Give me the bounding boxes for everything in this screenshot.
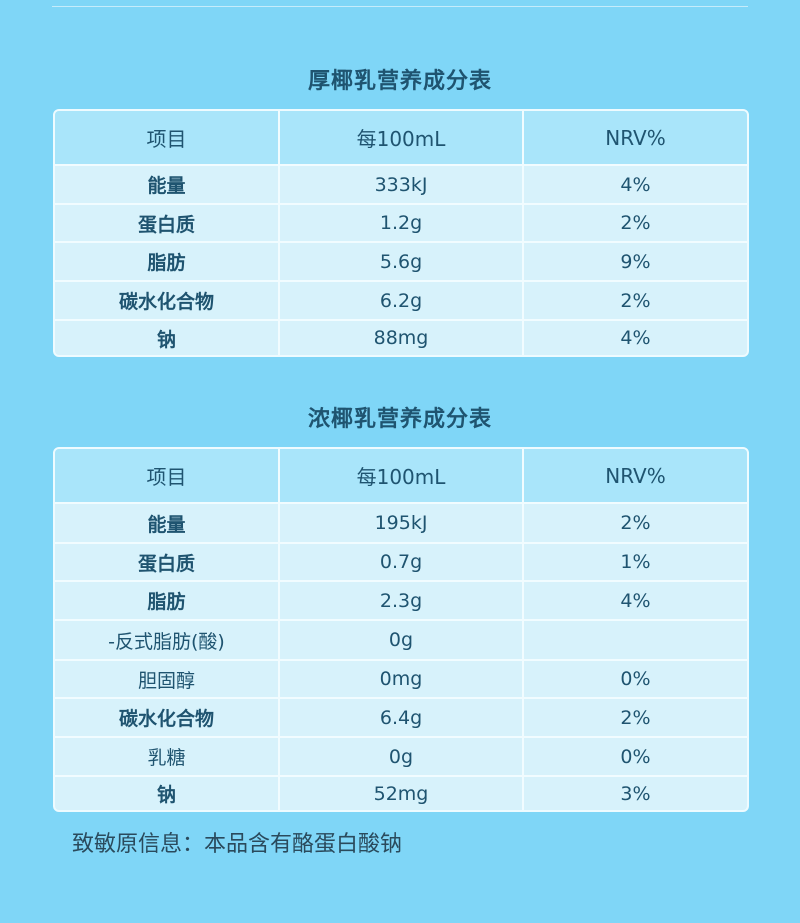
nutrition-table-1: 项目 每100mL NRV% 能量 333kJ 4% 蛋白质 1.2g 2% 脂…	[53, 109, 749, 357]
row-item: 乳糖	[55, 738, 280, 775]
header-item: 项目	[55, 449, 280, 502]
row-nrv: 4%	[620, 589, 651, 612]
row-item: 碳水化合物	[55, 282, 280, 319]
row-per: 0g	[280, 621, 524, 659]
row-nrv: 2%	[620, 212, 651, 234]
header-nrv: NRV%	[605, 463, 666, 488]
row-item: -反式脂肪(酸)	[55, 621, 280, 659]
row-per: 195kJ	[280, 504, 524, 542]
table-row: 钠 52mg 3%	[55, 775, 747, 810]
header-nrv: NRV%	[605, 125, 666, 150]
row-item: 脂肪	[55, 243, 280, 280]
row-per: 333kJ	[280, 166, 524, 203]
table-row: 能量 195kJ 2%	[55, 502, 747, 542]
row-per: 0g	[280, 738, 524, 775]
nutrition-table-2: 项目 每100mL NRV% 能量 195kJ 2% 蛋白质 0.7g 1% 脂…	[53, 447, 749, 812]
row-nrv: 2%	[620, 512, 651, 534]
row-per: 0mg	[280, 661, 524, 697]
row-nrv: 2%	[620, 289, 651, 312]
row-item: 能量	[55, 504, 280, 542]
row-item: 脂肪	[55, 582, 280, 619]
table-row: 能量 333kJ 4%	[55, 164, 747, 203]
row-nrv: 0%	[620, 745, 651, 768]
table-row: 碳水化合物 6.4g 2%	[55, 697, 747, 736]
row-per: 5.6g	[280, 243, 524, 280]
table-row: 脂肪 2.3g 4%	[55, 580, 747, 619]
table-row: 钠 88mg 4%	[55, 319, 747, 355]
allergen-info: 致敏原信息：本品含有酪蛋白酸钠	[72, 832, 403, 857]
row-item: 碳水化合物	[55, 699, 280, 736]
table-row: -反式脂肪(酸) 0g	[55, 619, 747, 659]
row-item: 钠	[55, 321, 280, 355]
table-row: 蛋白质 1.2g 2%	[55, 203, 747, 241]
table-row: 胆固醇 0mg 0%	[55, 659, 747, 697]
table2-title: 浓椰乳营养成分表	[307, 407, 492, 432]
row-per: 1.2g	[280, 205, 524, 241]
row-nrv	[524, 621, 747, 659]
header-item: 项目	[55, 111, 280, 164]
table-row: 乳糖 0g 0%	[55, 736, 747, 775]
table-header-row: 项目 每100mL NRV%	[55, 449, 747, 502]
row-per: 6.4g	[280, 699, 524, 736]
row-per: 0.7g	[280, 544, 524, 580]
row-per: 88mg	[280, 321, 524, 355]
row-per: 52mg	[280, 777, 524, 810]
row-nrv: 3%	[620, 782, 651, 805]
row-nrv: 2%	[620, 706, 651, 729]
row-nrv: 4%	[620, 173, 651, 196]
row-per: 2.3g	[280, 582, 524, 619]
row-item: 蛋白质	[55, 544, 280, 580]
row-item: 钠	[55, 777, 280, 810]
row-item: 能量	[55, 166, 280, 203]
table1-title: 厚椰乳营养成分表	[307, 69, 492, 94]
table-row: 蛋白质 0.7g 1%	[55, 542, 747, 580]
header-per: 每100mL	[280, 111, 524, 164]
row-nrv: 0%	[620, 668, 651, 690]
table-header-row: 项目 每100mL NRV%	[55, 111, 747, 164]
row-nrv: 1%	[620, 551, 651, 573]
top-divider	[52, 6, 748, 7]
table-row: 脂肪 5.6g 9%	[55, 241, 747, 280]
row-nrv: 4%	[620, 327, 651, 349]
row-nrv: 9%	[620, 250, 651, 273]
header-per: 每100mL	[280, 449, 524, 502]
row-per: 6.2g	[280, 282, 524, 319]
row-item: 蛋白质	[55, 205, 280, 241]
row-item: 胆固醇	[55, 661, 280, 697]
table-row: 碳水化合物 6.2g 2%	[55, 280, 747, 319]
